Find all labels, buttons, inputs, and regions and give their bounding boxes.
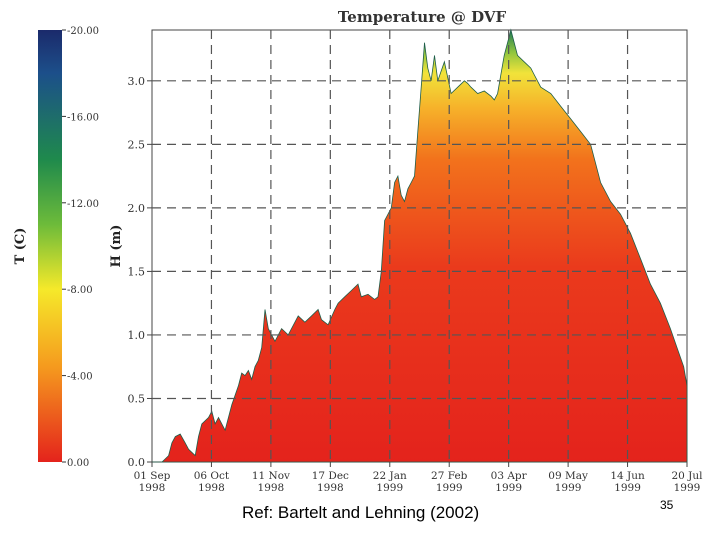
- colorbar: [38, 30, 62, 462]
- y-tick-label: 2.5: [128, 138, 146, 151]
- x-tick-year: 1999: [555, 482, 582, 494]
- x-tick-year: 1999: [614, 482, 641, 494]
- x-tick-label: 17 Dec: [312, 470, 349, 482]
- x-tick-label: 06 Oct: [194, 470, 230, 482]
- y-tick-label: 0.0: [128, 456, 146, 469]
- x-tick-year: 1999: [436, 482, 463, 494]
- x-tick-year: 1998: [198, 482, 225, 494]
- chart-title: Temperature @ DVF: [338, 8, 507, 26]
- x-tick-year: 1999: [495, 482, 522, 494]
- x-tick-label: 27 Feb: [431, 470, 468, 482]
- x-tick-label: 01 Sep: [134, 470, 171, 482]
- y-tick-label: 1.5: [128, 265, 146, 278]
- colorbar-tick-label: -12.00: [67, 199, 99, 210]
- y-ticks: 0.0 0.5 1.0 1.5 2.0 2.5 3.0: [128, 75, 152, 469]
- colorbar-label: T (C): [13, 228, 28, 265]
- colorbar-tick-label: -20.00: [67, 26, 99, 37]
- y-tick-label: 2.0: [128, 202, 146, 215]
- x-tick-year: 1999: [674, 482, 701, 494]
- page-number: 35: [660, 498, 674, 512]
- colorbar-tick-label: -4.00: [67, 372, 93, 383]
- reference-citation: Ref: Bartelt and Lehning (2002): [242, 503, 480, 522]
- colorbar-tick-label: -8.00: [67, 285, 93, 296]
- y-tick-label: 1.0: [128, 329, 146, 342]
- y-axis-label: H (m): [109, 225, 124, 268]
- colorbar-tick-label: 0.00: [67, 458, 89, 469]
- x-tick-label: 20 Jul: [671, 470, 703, 482]
- colorbar-ticks: -20.00 -16.00 -12.00 -8.00 -4.00 0.00: [62, 26, 99, 469]
- x-tick-year: 1998: [258, 482, 285, 494]
- grid: [152, 30, 687, 462]
- x-tick-label: 11 Nov: [252, 470, 290, 482]
- x-tick-label: 22 Jan: [373, 470, 407, 482]
- snow-temperature-field: [152, 28, 688, 463]
- x-tick-year: 1998: [139, 482, 166, 494]
- y-tick-label: 0.5: [128, 392, 146, 405]
- x-tick-label: 03 Apr: [491, 470, 528, 482]
- x-tick-label: 09 May: [548, 470, 588, 482]
- x-tick-year: 1999: [376, 482, 403, 494]
- colorbar-tick-label: -16.00: [67, 112, 99, 123]
- x-tick-year: 1998: [317, 482, 344, 494]
- y-tick-label: 3.0: [128, 75, 146, 88]
- x-tick-label: 14 Jun: [610, 470, 645, 482]
